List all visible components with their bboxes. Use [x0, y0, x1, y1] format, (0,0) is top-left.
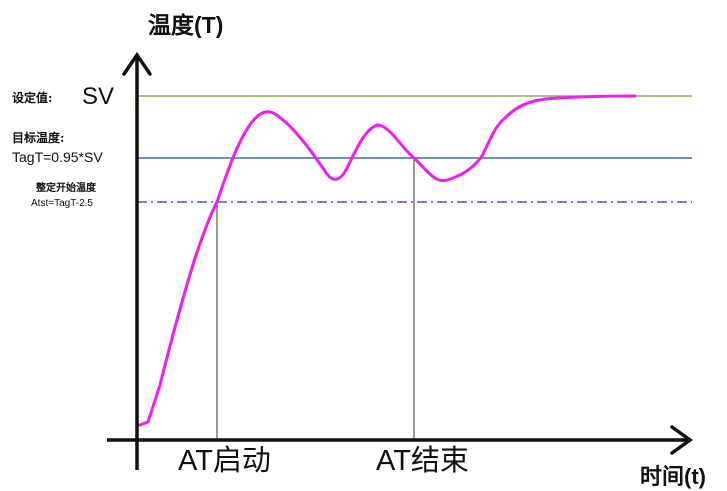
- sv-label-en: SV: [82, 83, 114, 110]
- target-label-cn: 目标温度:: [12, 130, 64, 145]
- x-axis-label: 时间(t): [640, 464, 706, 489]
- sv-label-cn: 设定值:: [12, 90, 52, 105]
- temperature-curve: [135, 94, 637, 428]
- tuning-label-cn: 整定开始温度: [35, 181, 97, 194]
- tuning-label-formula: Atst=TagT-2.5: [31, 198, 93, 209]
- at-start-label: AT启动: [178, 444, 271, 477]
- at-end-label: AT结束: [376, 444, 469, 477]
- target-label-formula: TagT=0.95*SV: [12, 149, 103, 165]
- y-axis-label: 温度(T): [148, 12, 223, 38]
- y-axis-arrowhead: [122, 51, 152, 76]
- x-axis-arrowhead: [670, 425, 693, 455]
